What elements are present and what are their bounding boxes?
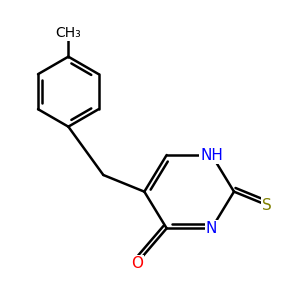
Text: S: S [262,197,272,212]
Text: O: O [131,256,143,271]
Text: CH₃: CH₃ [56,26,81,40]
Text: N: N [206,221,218,236]
Text: NH: NH [200,148,223,163]
